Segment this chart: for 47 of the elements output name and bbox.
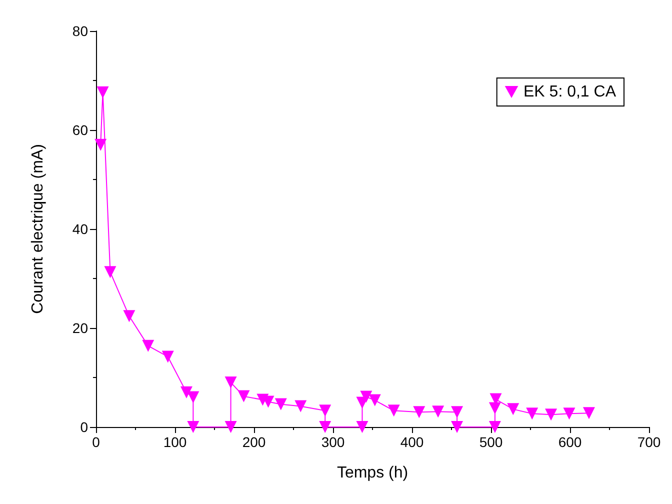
- point: [162, 350, 174, 363]
- point: [451, 421, 464, 433]
- point: [238, 390, 250, 402]
- x-tick-label: 0: [92, 434, 100, 450]
- x-tick-label: 300: [321, 434, 345, 450]
- point: [488, 421, 501, 433]
- point: [104, 266, 116, 278]
- point: [388, 404, 400, 417]
- point: [507, 403, 520, 416]
- point: [356, 421, 368, 433]
- point: [187, 421, 200, 433]
- legend-label: EK 5: 0,1 CA: [524, 84, 616, 100]
- point: [294, 400, 307, 412]
- point: [274, 398, 287, 410]
- point: [180, 386, 192, 398]
- y-tick-label: 80: [72, 23, 88, 39]
- point: [142, 340, 154, 352]
- y-tick-label: 60: [72, 122, 88, 138]
- point: [319, 404, 332, 417]
- point: [96, 86, 109, 98]
- y-tick-label: 40: [72, 221, 88, 237]
- x-axis-title: Temps (h): [336, 464, 408, 482]
- x-tick-label: 100: [163, 434, 187, 450]
- x-tick-label: 600: [558, 434, 582, 450]
- point: [432, 406, 444, 418]
- point: [488, 402, 501, 414]
- y-axis-title: Courant electrique (mA): [30, 144, 46, 314]
- point: [368, 394, 381, 406]
- point: [123, 310, 136, 322]
- point: [545, 408, 558, 421]
- x-tick-label: 700: [637, 434, 661, 450]
- y-tick-label: 20: [72, 320, 88, 336]
- point: [224, 376, 237, 388]
- point: [187, 391, 200, 404]
- point: [526, 408, 538, 420]
- x-tick-label: 400: [400, 434, 424, 450]
- point: [451, 406, 464, 418]
- point: [413, 406, 426, 418]
- x-tick-label: 500: [479, 434, 503, 450]
- y-tick-label: 0: [80, 419, 88, 435]
- point: [563, 408, 576, 420]
- point: [582, 407, 595, 420]
- point: [94, 138, 107, 151]
- point: [319, 421, 332, 433]
- point: [224, 421, 237, 433]
- x-tick-label: 200: [242, 434, 266, 450]
- point: [360, 390, 372, 403]
